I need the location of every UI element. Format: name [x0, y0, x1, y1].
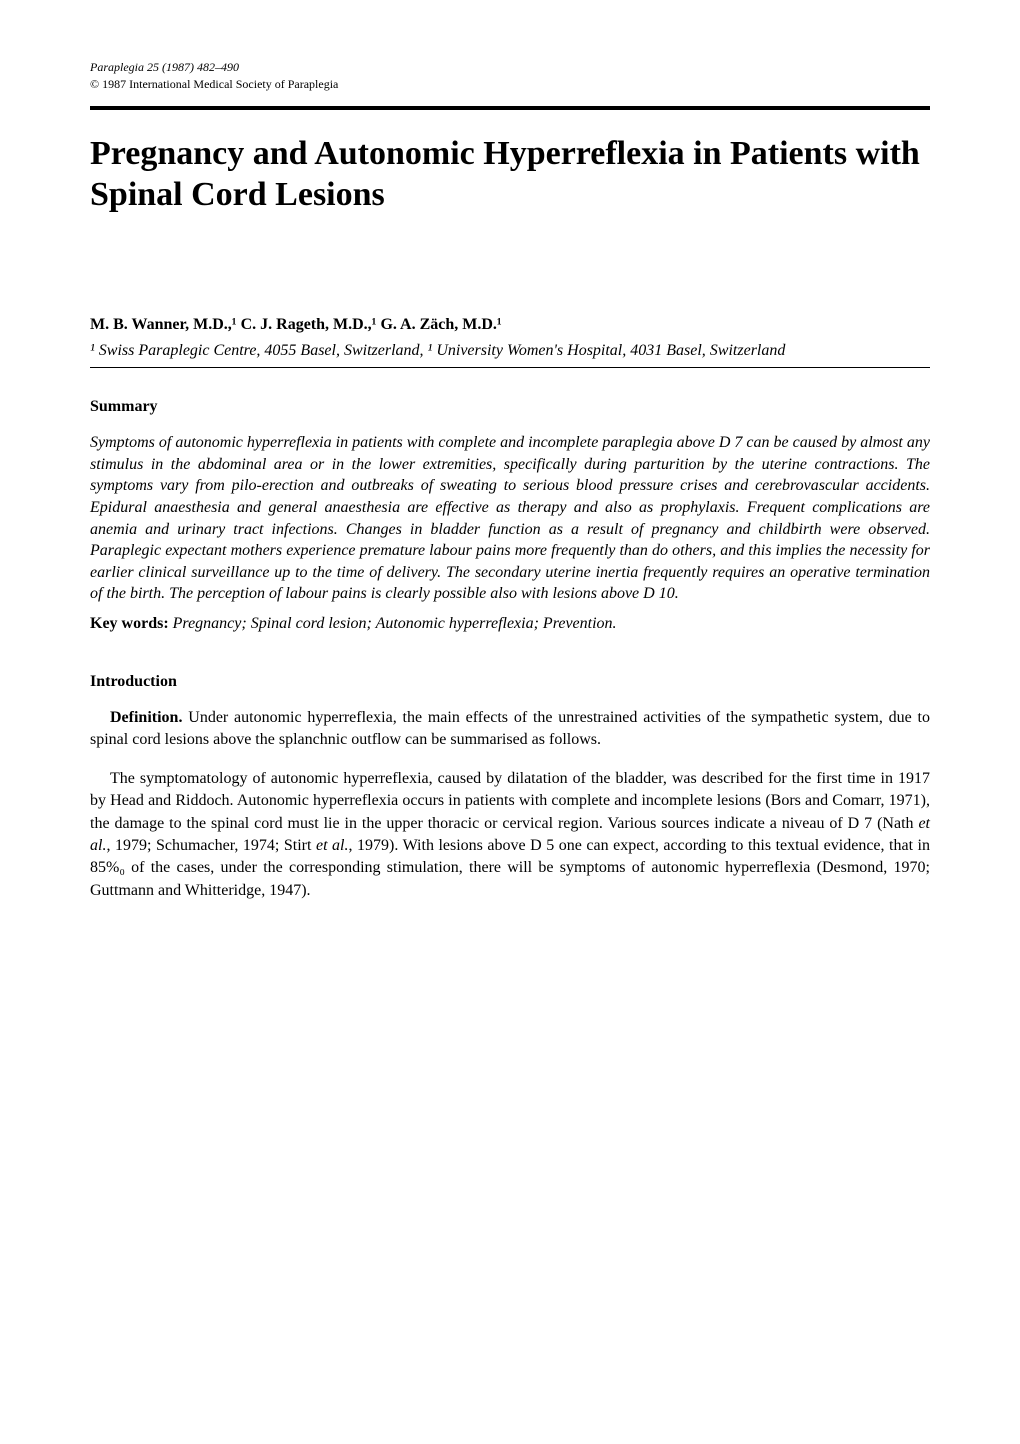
- title-rule: [90, 106, 930, 110]
- journal-citation: Paraplegia 25 (1987) 482–490: [90, 60, 930, 75]
- affiliation-line: ¹ Swiss Paraplegic Centre, 4055 Basel, S…: [90, 340, 930, 362]
- intro-p1-text: Under autonomic hyperreflexia, the main …: [90, 709, 930, 748]
- journal-header: Paraplegia 25 (1987) 482–490 © 1987 Inte…: [90, 60, 930, 92]
- intro-paragraph-2: The symptomatology of autonomic hyperref…: [90, 768, 930, 902]
- intro-p2-text-c: , 1979; Schumacher, 1974; Stirt: [106, 837, 316, 854]
- copyright-line: © 1987 International Medical Society of …: [90, 77, 930, 92]
- summary-paragraph: Symptoms of autonomic hyperreflexia in p…: [90, 432, 930, 605]
- authors-line: M. B. Wanner, M.D.,¹ C. J. Rageth, M.D.,…: [90, 316, 930, 334]
- author-rule: [90, 367, 930, 368]
- introduction-heading: Introduction: [90, 673, 930, 691]
- summary-heading: Summary: [90, 398, 930, 416]
- definition-label: Definition.: [110, 709, 182, 726]
- intro-p2-etal-2: et al.: [316, 837, 349, 854]
- article-title: Pregnancy and Autonomic Hyperreflexia in…: [90, 134, 930, 216]
- intro-p2-text-a: The symptomatology of autonomic hyperref…: [90, 770, 930, 832]
- keywords-text: Pregnancy; Spinal cord lesion; Autonomic…: [169, 615, 617, 632]
- keywords-label: Key words:: [90, 615, 169, 632]
- keywords-line: Key words: Pregnancy; Spinal cord lesion…: [90, 615, 930, 633]
- intro-paragraph-1: Definition. Under autonomic hyperreflexi…: [90, 707, 930, 752]
